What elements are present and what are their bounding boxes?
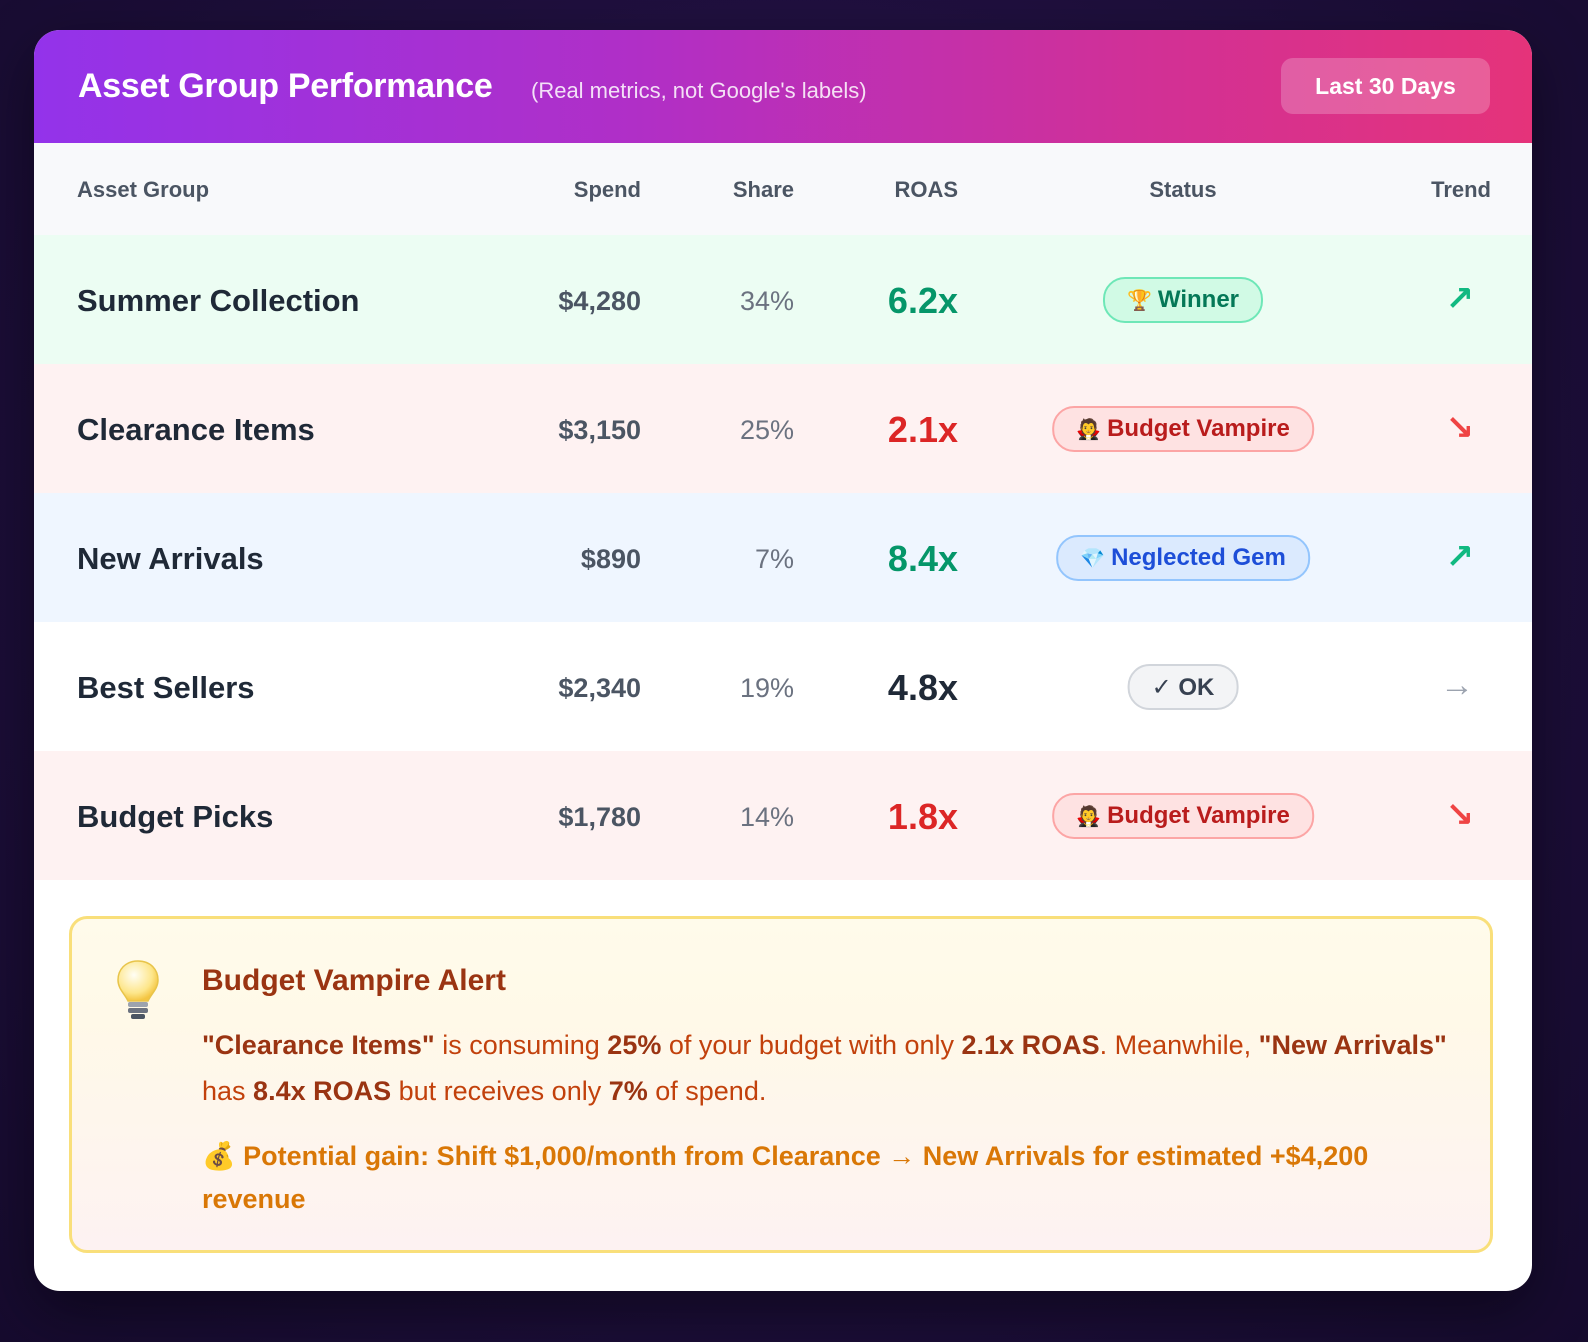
status-label: Winner [1157,286,1240,313]
spend-value: $4,280 [558,286,641,316]
table-body: Summer Collection $4,280 34% 6.2x 🏆 Winn… [34,235,1532,880]
trophy-icon: 🏆 [1126,289,1152,312]
card-header: Asset Group Performance (Real metrics, n… [34,30,1532,143]
potential-gain-note: 💰 Potential gain: Shift $1,000/month fro… [202,1135,1462,1221]
page-title: Asset Group Performance [78,67,493,105]
alert-text-bold: 25% [607,1030,662,1060]
roas-value: 1.8x [887,796,958,837]
asset-group-name: New Arrivals [77,541,264,576]
alert-text-bold: "Clearance Items" [202,1030,435,1060]
alert-text-bold: 7% [608,1076,648,1106]
lightbulb-icon [117,960,159,1019]
status-badge: 💎 Neglected Gem [1056,535,1310,581]
alert-text-bold: 2.1x ROAS [961,1030,1100,1060]
share-value: 25% [739,415,794,445]
roas-value: 2.1x [887,409,958,450]
date-range-button[interactable]: Last 30 Days [1281,58,1490,114]
trend-down-icon: ↘ [1445,796,1475,834]
column-header-share[interactable]: Share [732,177,794,202]
roas-value: 6.2x [887,280,958,321]
trend-flat-icon: → [1440,666,1474,704]
status-label: Budget Vampire [1107,802,1290,829]
share-value: 19% [739,673,794,703]
alert-message: "Clearance Items" is consuming 25% of yo… [202,1022,1452,1114]
alert-text: has [202,1076,254,1106]
potential-gain-text: Potential gain: Shift $1,000/month from … [202,1141,1369,1214]
roas-value: 4.8x [887,667,958,708]
spend-value: $1,780 [558,802,641,832]
alert-title: Budget Vampire Alert [202,964,506,997]
table-row[interactable]: New Arrivals $890 7% 8.4x 💎 Neglected Ge… [34,493,1532,622]
alert-text-bold: 8.4x ROAS [253,1076,392,1106]
share-value: 34% [739,286,794,316]
asset-group-name: Budget Picks [77,799,274,834]
status-label: Neglected Gem [1111,544,1286,571]
budget-alert-box: Budget Vampire Alert "Clearance Items" i… [69,916,1493,1253]
status-badge: 🧛 Budget Vampire [1052,793,1314,839]
table-row[interactable]: Summer Collection $4,280 34% 6.2x 🏆 Winn… [34,235,1532,364]
vampire-icon: 🧛 [1076,805,1102,828]
status-badge: 🏆 Winner [1102,277,1264,323]
asset-group-name: Clearance Items [77,412,315,447]
table-row[interactable]: Budget Picks $1,780 14% 1.8x 🧛 Budget Va… [34,751,1532,880]
trend-up-icon: ↗ [1445,538,1475,576]
alert-text: but receives only [391,1076,609,1106]
status-badge: ✓ OK [1127,664,1239,710]
table-header: Asset Group Spend Share ROAS Status Tren… [34,143,1532,235]
gem-icon: 💎 [1080,547,1106,570]
asset-group-name: Summer Collection [77,283,360,318]
asset-group-card: Asset Group Performance (Real metrics, n… [34,30,1532,1291]
table-row[interactable]: Clearance Items $3,150 25% 2.1x 🧛 Budget… [34,364,1532,493]
alert-text: of your budget with only [661,1030,962,1060]
spend-value: $890 [580,544,641,574]
column-header-spend[interactable]: Spend [573,177,641,202]
spend-value: $2,340 [558,673,641,703]
share-value: 14% [739,802,794,832]
column-header-status[interactable]: Status [1149,177,1217,202]
share-value: 7% [754,544,794,574]
column-header-trend[interactable]: Trend [1431,177,1491,202]
alert-text: is consuming [434,1030,608,1060]
trend-down-icon: ↘ [1445,409,1475,447]
column-header-asset-group[interactable]: Asset Group [77,177,210,202]
money-bag-icon: 💰 [202,1141,236,1171]
trend-up-icon: ↗ [1445,280,1475,318]
column-header-roas[interactable]: ROAS [894,177,958,202]
spend-value: $3,150 [558,415,641,445]
status-label: ✓ OK [1151,673,1215,701]
asset-group-name: Best Sellers [77,670,255,705]
alert-text-bold: "New Arrivals" [1258,1030,1447,1060]
status-label: Budget Vampire [1107,415,1290,442]
vampire-icon: 🧛 [1076,418,1102,441]
alert-text: of spend. [647,1076,767,1106]
roas-value: 8.4x [887,538,958,579]
page-subtitle: (Real metrics, not Google's labels) [531,78,867,103]
table-row[interactable]: Best Sellers $2,340 19% 4.8x ✓ OK → [34,622,1532,751]
status-badge: 🧛 Budget Vampire [1052,406,1314,452]
alert-text: . Meanwhile, [1099,1030,1259,1060]
